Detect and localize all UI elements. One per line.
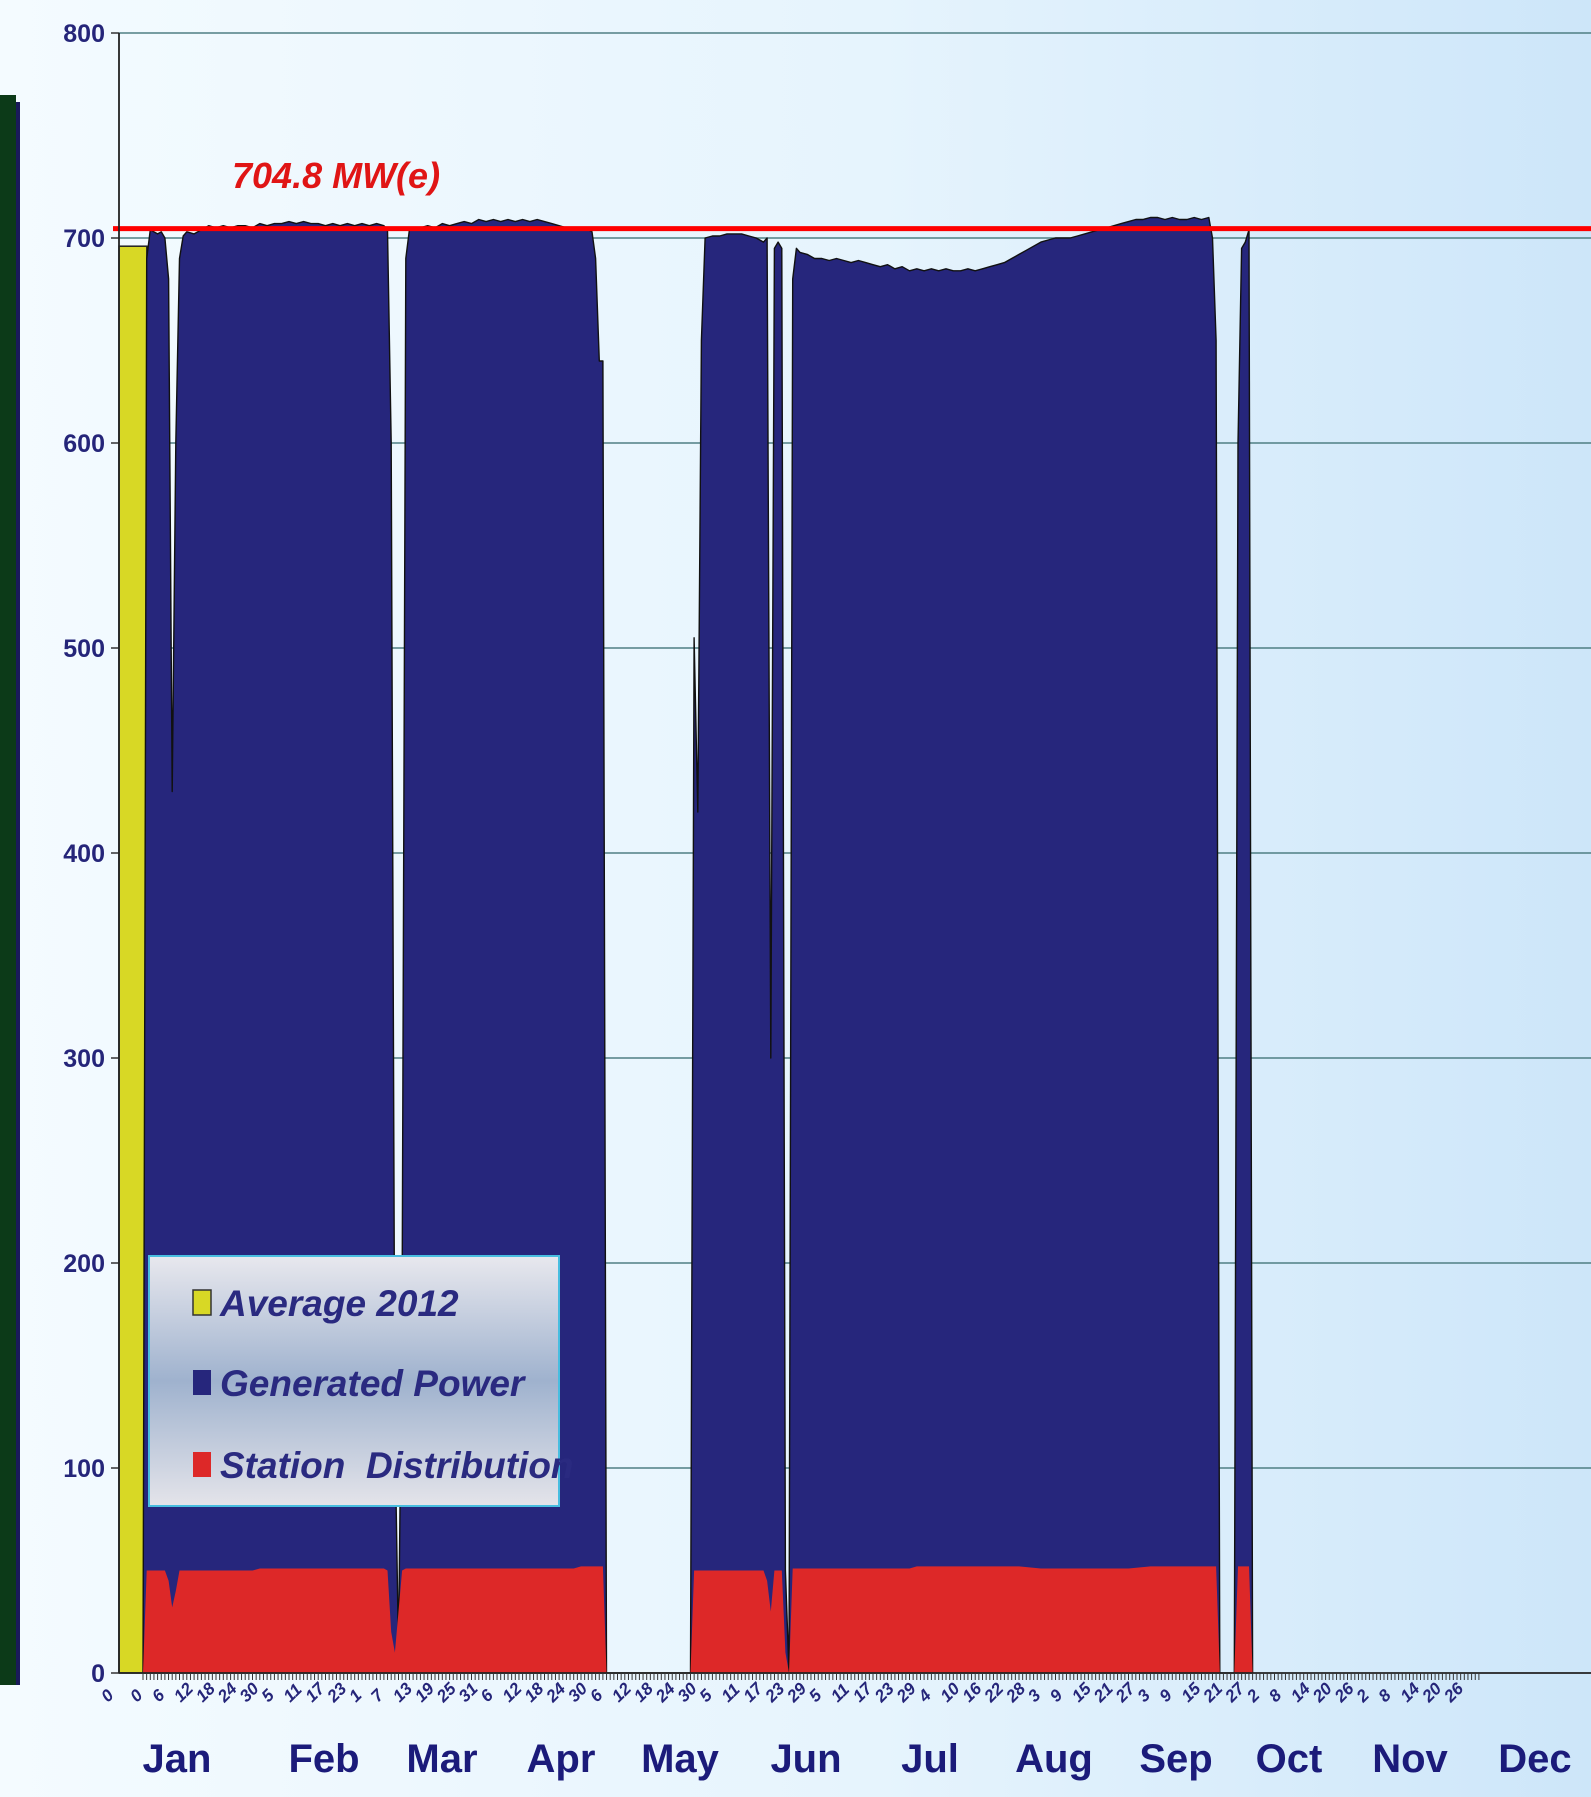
month-label-jul: Jul: [901, 1737, 959, 1781]
series-area-station-distribution: [143, 1566, 1253, 1673]
month-label-nov: Nov: [1372, 1737, 1448, 1781]
ytick-label-500: 500: [63, 635, 105, 663]
month-label-apr: Apr: [527, 1737, 596, 1781]
legend-swatch-generated: [193, 1370, 211, 1395]
xtick-label-day: 2: [1352, 1685, 1373, 1706]
month-label-feb: Feb: [288, 1737, 359, 1781]
legend-label-average: Average 2012: [219, 1283, 459, 1324]
xtick-label-day: 5: [696, 1685, 717, 1706]
month-label-sep: Sep: [1139, 1737, 1212, 1781]
month-label-jun: Jun: [770, 1737, 841, 1781]
xtick-label-day: 9: [1046, 1685, 1067, 1706]
ytick-label-200: 200: [63, 1250, 105, 1278]
xtick-label-day: 4: [914, 1685, 935, 1706]
legend-label-generated: Generated Power: [220, 1363, 527, 1404]
month-label-may: May: [641, 1737, 720, 1781]
legend-swatch-station: [193, 1452, 211, 1477]
xtick-label-day: 0: [126, 1685, 147, 1706]
xtick-label-day: 26: [1440, 1679, 1468, 1707]
month-label-aug: Aug: [1015, 1737, 1093, 1781]
month-label-mar: Mar: [406, 1737, 477, 1781]
average-2012-bar: [118, 245, 148, 1674]
capacity-label: 704.8 MW(e): [232, 155, 440, 196]
xtick-label-day: 3: [1134, 1685, 1155, 1706]
legend-label-station: Station Distribution: [220, 1445, 574, 1486]
ytick-label-400: 400: [63, 840, 105, 868]
month-label-dec: Dec: [1498, 1737, 1571, 1781]
xtick-label-day: 5: [805, 1685, 826, 1706]
xtick-label-day: 5: [258, 1685, 279, 1706]
ytick-label-700: 700: [63, 225, 105, 253]
xtick-label-day: 6: [586, 1685, 607, 1706]
xtick-label-day: 6: [148, 1685, 169, 1706]
xtick-label-day: 2: [1243, 1685, 1264, 1706]
xtick-label-day: 1: [345, 1686, 365, 1706]
xtick-label-day: 7: [367, 1685, 388, 1706]
ytick-label-300: 300: [63, 1045, 105, 1073]
legend: Average 2012 Generated Power Station Dis…: [148, 1255, 574, 1507]
ytick-label-800: 800: [63, 20, 105, 48]
xtick-label-day: 8: [1375, 1685, 1396, 1706]
left-edge-panel: [0, 95, 20, 1685]
xtick-label-day: 8: [1265, 1685, 1286, 1706]
ytick-label-600: 600: [63, 430, 105, 458]
month-label-jan: Jan: [143, 1737, 212, 1781]
xtick-label-day: 3: [1024, 1685, 1045, 1706]
xtick-label-day: 6: [477, 1685, 498, 1706]
legend-swatch-average: [192, 1289, 212, 1316]
month-label-oct: Oct: [1256, 1737, 1323, 1781]
ytick-label-100: 100: [63, 1455, 105, 1483]
ytick-label-0: 0: [91, 1660, 105, 1688]
xtick-label-day: 0: [97, 1685, 118, 1706]
legend-box: [148, 1255, 560, 1507]
xtick-label-day: 9: [1156, 1685, 1177, 1706]
